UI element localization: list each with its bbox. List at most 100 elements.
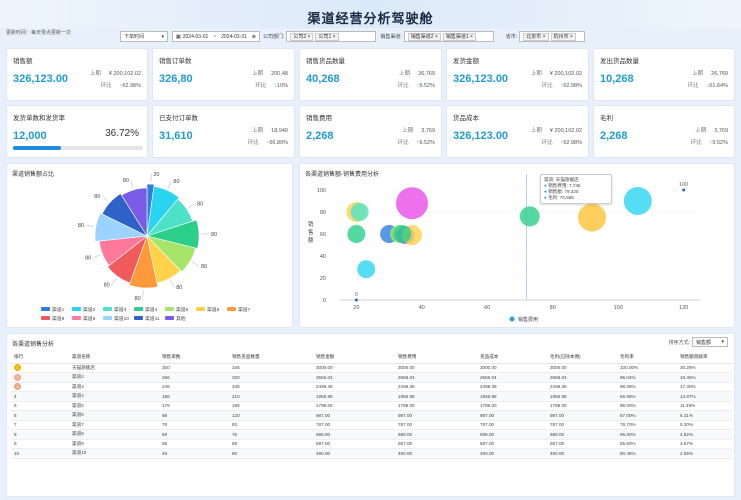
table-cell: 30.28% <box>677 363 732 373</box>
sort-select[interactable]: 销售额 ▾ <box>692 337 728 347</box>
table-cell: 69 <box>229 439 313 449</box>
table-cell: 渠道2 <box>69 372 159 383</box>
table-row[interactable]: 8 渠道8 69 76 698.00 698.00 698.00 698.00 96.80% 4.… <box>11 429 732 440</box>
table-row[interactable]: 3 渠道3 249 345 2498.39 2498.39 2498.39 2498.39 98… <box>11 382 732 392</box>
pie-slice <box>146 186 180 237</box>
table-cell: 17.30% <box>677 382 732 392</box>
scatter-x-tick-label: 40 <box>419 305 425 311</box>
table-cell: 渠道7 <box>69 420 159 430</box>
pie-legend-swatch <box>134 316 143 320</box>
table-header-cell: 销售费用 <box>395 352 477 364</box>
table-cell: 83 <box>229 420 313 430</box>
pie-leader-line <box>188 203 196 209</box>
pie-leader-line <box>167 181 172 189</box>
table-cell: 698.00 <box>547 429 617 440</box>
pie-legend-label: 其他 <box>176 315 186 322</box>
pie-legend-label: 渠道3 <box>114 306 127 313</box>
table-cell: 787.00 <box>547 420 617 430</box>
table-cell: 987.00 <box>313 410 395 421</box>
channel-tag[interactable]: 销售渠道1 × <box>442 32 476 41</box>
table-row[interactable]: 10 渠道10 49 60 490.00 490.00 490.00 490.00 90.48%… <box>11 448 732 459</box>
pie-legend-label: 渠道11 <box>145 315 160 322</box>
region-select[interactable]: 北京市 × 杭州市 × <box>519 31 586 42</box>
region-tag[interactable]: 杭州市 × <box>550 32 576 41</box>
update-note: 更新时间：每天零点更新一次 <box>6 30 72 36</box>
table-row[interactable]: 7 渠道7 78 83 787.00 787.00 787.00 787.00 78.70% 5.… <box>11 420 732 430</box>
table-cell: 56.98% <box>617 391 677 402</box>
scatter-chart: 0 20 40 60 80 100 20 40 60 80 100 120 销售额 100 0 销售费用 <box>308 174 700 323</box>
table-cell: 98.00% <box>617 401 677 411</box>
table-title: 各渠道销售分析 <box>12 342 55 348</box>
table-cell: 4.82% <box>677 429 732 440</box>
table-header-cell: 渠道名称 <box>69 352 159 364</box>
pie-legend-swatch <box>103 316 112 320</box>
table-cell: 196 <box>159 391 229 402</box>
scatter-y-tick-label: 80 <box>320 210 326 216</box>
pie-legend-swatch <box>41 307 50 311</box>
channel-select[interactable]: 销售渠道2 × 销售渠道1 × <box>403 31 494 42</box>
pie-legend-swatch <box>72 316 81 320</box>
pie-leader-line <box>142 289 144 298</box>
channel-tag[interactable]: 销售渠道2 × <box>407 32 441 41</box>
scatter-y-tick-label: 60 <box>320 232 326 238</box>
kpi-card: 发出货品数量 10,268 上期 26,769 环比 ↓61.64% <box>593 48 735 101</box>
table-cell: 1798.00 <box>547 401 617 411</box>
scatter-y-tick-label: 0 <box>323 298 326 304</box>
pie-slice <box>94 212 149 242</box>
table-row[interactable]: 1 天猫旗舰店 300 346 3000.00 3000.00 3000.00 3000.00… <box>11 363 732 373</box>
region-tag[interactable]: 北京市 × <box>523 32 549 41</box>
pie-data-label: 80 <box>197 202 203 208</box>
company-select[interactable]: 公司2 × 公司1 × <box>286 31 377 42</box>
scatter-chart-title: 各渠道销售额-销售费用分析 <box>305 172 379 178</box>
table-header-cell: 销售货品数量 <box>229 352 313 364</box>
pie-slice <box>128 234 159 289</box>
table-row[interactable]: 4 渠道4 196 210 1956.88 1956.88 1956.88 1956.88 56… <box>11 391 732 402</box>
table-cell: 210 <box>229 391 313 402</box>
table-cell: 天猫旗舰店 <box>69 363 159 373</box>
table-cell: 11.49% <box>677 401 732 411</box>
pie-data-label: 20 <box>153 172 159 178</box>
table-row[interactable]: 9 渠道9 59 69 587.00 587.00 587.00 587.00 85.50% 3.… <box>11 439 732 449</box>
table-cell: 490.00 <box>477 448 547 459</box>
scatter-bubble <box>393 225 412 243</box>
table-cell: 85.50% <box>617 439 677 449</box>
company-tag[interactable]: 公司2 × <box>290 32 314 41</box>
scatter-y-tick-label: 40 <box>320 254 326 260</box>
table-row[interactable]: 2 渠道2 266 320 2666.04 2666.04 2666.04 2666.04 96… <box>11 372 732 383</box>
scatter-y-tick-label: 20 <box>320 276 326 282</box>
table-cell: 1956.88 <box>313 391 395 402</box>
table-cell: 320 <box>229 372 313 383</box>
date-range-picker[interactable]: ▦ 2024-03-01 ~ 2024-03-31 ⊗ <box>172 31 260 42</box>
company-tag[interactable]: 公司1 × <box>315 32 339 41</box>
pie-legend-swatch <box>165 316 174 320</box>
scatter-bubble <box>578 203 606 232</box>
table-row[interactable]: 5 渠道5 179 186 1798.00 1798.00 1798.00 1798.00 98… <box>11 401 732 411</box>
table-cell: 78 <box>159 420 229 430</box>
rank-medal-icon: 2 <box>14 373 21 381</box>
table-cell: 987.00 <box>477 410 547 421</box>
chevron-down-icon: ▾ <box>721 339 724 345</box>
table-row[interactable]: 6 渠道6 98 120 987.00 987.00 987.00 987.00 87.00% 6… <box>11 410 732 421</box>
pie-slice <box>107 235 148 284</box>
table-header-cell: 排行 <box>11 352 69 364</box>
table-cell: 987.00 <box>547 410 617 421</box>
time-type-select[interactable]: 下单时间 ▾ <box>120 31 168 42</box>
scatter-x-tick-label: 100 <box>614 305 623 311</box>
clear-icon[interactable]: ⊗ <box>251 33 256 40</box>
pie-data-label: 80 <box>94 194 100 200</box>
pie-legend-swatch <box>72 307 81 311</box>
pie-data-label: 80 <box>123 178 129 184</box>
scatter-bubble <box>350 203 369 221</box>
pie-legend-label: 渠道1 <box>52 306 65 313</box>
pie-legend-label: 渠道2 <box>83 306 96 313</box>
rank-cell: 2 <box>11 372 69 383</box>
table-cell: 587.00 <box>547 439 617 449</box>
kpi-card: 发货金额 326,123.00 上期 ¥ 200,102.02 环比 ↑62.98% <box>446 48 589 101</box>
pie-legend-label: 渠道6 <box>207 306 220 313</box>
table-cell: 587.00 <box>313 439 395 449</box>
table-cell: 1956.88 <box>395 391 477 402</box>
table-cell: 300 <box>159 363 229 373</box>
scatter-y-axis-label: 销 <box>308 220 314 228</box>
pie-data-label: 80 <box>173 179 179 185</box>
table-cell: 2498.39 <box>395 382 477 392</box>
